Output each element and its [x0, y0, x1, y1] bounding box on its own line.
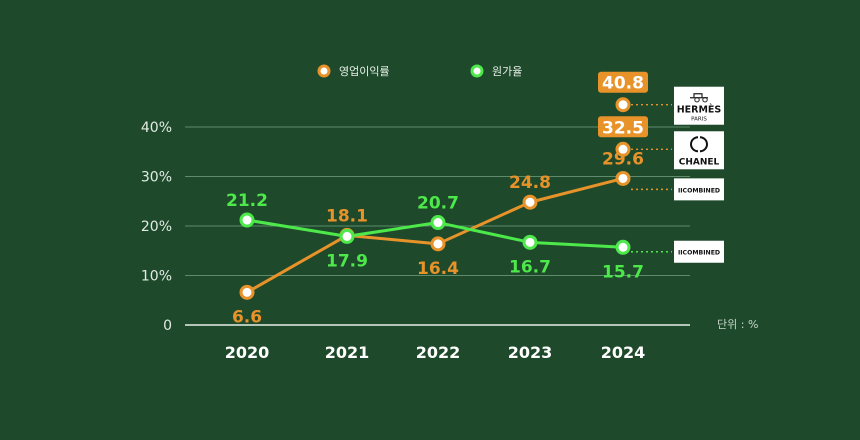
x-tick-label: 2023	[508, 343, 553, 362]
comparison-point	[615, 97, 631, 113]
brand-name: CHANEL	[679, 157, 720, 167]
series-points	[239, 170, 631, 300]
data-point	[522, 194, 538, 210]
x-tick-label: 2024	[601, 343, 646, 362]
data-label: 20.7	[417, 194, 459, 214]
y-tick-label: 0	[163, 318, 172, 334]
unit-note: 단위 : %	[717, 318, 758, 331]
data-label: 16.7	[509, 257, 551, 277]
data-point	[430, 215, 446, 231]
data-label: 21.2	[226, 191, 268, 211]
data-point	[430, 236, 446, 252]
legend: 영업이익률 원가율	[317, 64, 522, 78]
data-label: 15.7	[602, 262, 644, 282]
chanel-cc-icon	[690, 136, 708, 153]
legend-marker	[317, 64, 331, 78]
data-point	[239, 212, 255, 228]
data-label: 6.6	[232, 307, 262, 327]
data-point	[615, 239, 631, 255]
comparison-value: 40.8	[602, 74, 644, 94]
data-labels: 6.6 18.1 16.4 24.8 29.6 21.2 17.9 20.7 16.7 15.7	[226, 149, 644, 327]
y-tick-label: 10%	[141, 269, 172, 285]
comparison-badge	[598, 71, 648, 93]
hermes-carriage-icon	[690, 93, 708, 103]
data-label: 16.4	[417, 259, 459, 279]
brand-logo-box	[674, 178, 724, 201]
brand-name: HERMÈS	[677, 104, 722, 116]
brand-subtitle: PARIS	[691, 117, 707, 123]
data-label: 17.9	[326, 251, 368, 271]
data-label: 18.1	[326, 206, 368, 226]
legend-marker	[470, 64, 484, 78]
x-tick-label: 2022	[416, 343, 461, 362]
comparison-badge	[598, 116, 648, 138]
legend-label: 영업이익률	[339, 65, 390, 78]
y-tick-label: 40%	[141, 120, 172, 136]
brand-name: IICOMBINED	[678, 187, 720, 194]
x-axis: 2020 2021 2022 2023 2024	[225, 343, 646, 362]
brand-logo-box	[674, 131, 724, 170]
data-label: 24.8	[509, 173, 551, 193]
brand-name: IICOMBINED	[678, 250, 720, 257]
y-tick-label: 20%	[141, 219, 172, 235]
data-point	[615, 170, 631, 186]
x-tick-label: 2020	[225, 343, 270, 362]
y-axis: 0 10% 20% 30% 40%	[141, 120, 172, 334]
comparison-point	[615, 141, 631, 157]
legend-label: 원가율	[492, 65, 522, 78]
y-tick-label: 30%	[141, 170, 172, 186]
x-tick-label: 2021	[325, 343, 370, 362]
data-label: 29.6	[602, 149, 644, 169]
data-point	[522, 234, 538, 250]
data-point	[339, 228, 355, 244]
comparison-value: 32.5	[602, 118, 644, 138]
brand-logo-box	[674, 240, 724, 263]
brand-logo-box	[674, 86, 724, 125]
data-point	[239, 284, 255, 300]
